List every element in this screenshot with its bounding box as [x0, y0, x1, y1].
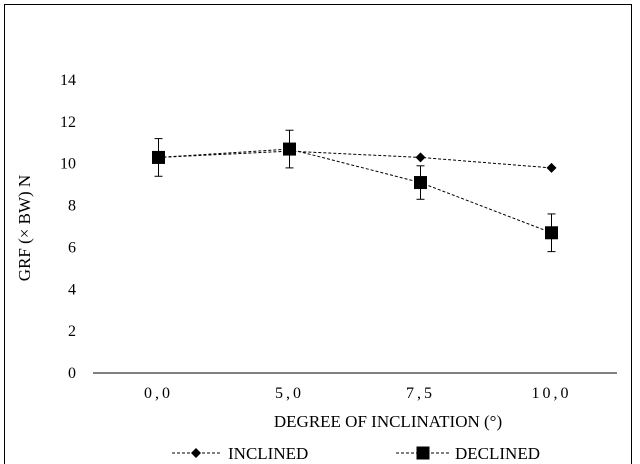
- declined-point: [283, 142, 296, 156]
- x-tick-label: 0,0: [144, 385, 173, 402]
- declined-legend-marker: [416, 446, 430, 460]
- inclined-point: [546, 162, 557, 173]
- y-tick-label: 2: [68, 323, 76, 340]
- y-tick-label: 0: [68, 365, 76, 382]
- x-tick-label: 10,0: [532, 385, 572, 402]
- y-tick-label: 14: [60, 72, 76, 89]
- declined-point: [414, 176, 427, 190]
- x-axis-title: DEGREE OF INCLINATION (°): [274, 412, 502, 431]
- inclined-legend-marker: [191, 448, 201, 458]
- declined-series-line: [158, 148, 552, 234]
- declined-point: [545, 226, 558, 240]
- y-axis-title: GRF (× BW) N: [15, 175, 34, 281]
- y-tick-label: 12: [60, 114, 76, 131]
- inclined-legend-label: INCLINED: [228, 444, 308, 461]
- inclined-series-line: [158, 150, 552, 169]
- y-tick-label: 4: [68, 281, 76, 298]
- declined-point: [152, 150, 165, 164]
- y-tick-label: 6: [68, 239, 76, 256]
- chart-frame: [4, 4, 632, 464]
- inclined-point: [415, 152, 426, 163]
- declined-legend-label: DECLINED: [455, 444, 540, 461]
- x-tick-label: 7,5: [406, 385, 435, 402]
- y-tick-label: 8: [68, 198, 76, 215]
- x-tick-label: 5,0: [275, 385, 304, 402]
- y-tick-label: 10: [60, 156, 76, 173]
